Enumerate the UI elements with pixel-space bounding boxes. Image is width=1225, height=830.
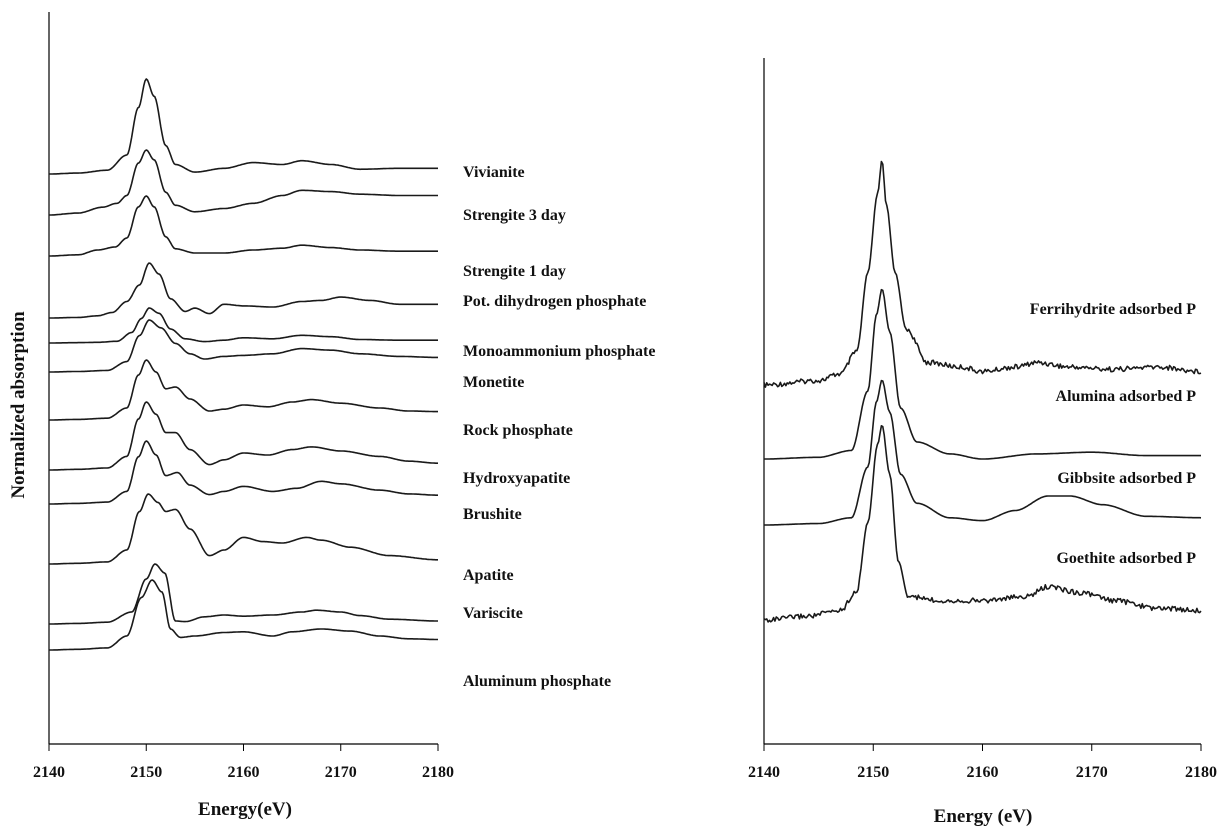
- spectrum-line-goethite-adsorbed-p: [763, 425, 1202, 623]
- x-tick-label: 2180: [1185, 764, 1217, 781]
- series-label: Monoammonium phosphate: [463, 343, 655, 360]
- spectrum-line-pot-dihydrogen-phosphate: [49, 262, 438, 319]
- y-axis-title: Normalized absorption: [8, 311, 29, 499]
- right-x-axis-title: Energy (eV): [934, 806, 1033, 827]
- x-tick-label: 2160: [228, 764, 260, 781]
- x-tick-label: 2170: [1076, 764, 1108, 781]
- right-panel: 2140 2150 2160 2170 2180 Ferrihydrite adsorb…: [748, 58, 1217, 827]
- left-x-ticks: 2140 2150 2160 2170 2180: [33, 744, 454, 781]
- spectrum-line-gibbsite-adsorbed-p: [764, 379, 1202, 526]
- series-label: Monetite: [463, 374, 524, 391]
- series-label: Gibbsite adsorbed P: [1057, 470, 1196, 487]
- series-label: Apatite: [463, 567, 514, 584]
- spectrum-line-hydroxyapatite: [49, 401, 438, 471]
- spectrum-line-vivianite: [49, 78, 438, 175]
- series-label: Rock phosphate: [463, 422, 573, 439]
- right-series-labels: Ferrihydrite adsorbed P Alumina adsorbed …: [1030, 301, 1196, 567]
- series-label: Aluminum phosphate: [463, 673, 611, 690]
- x-tick-label: 2150: [130, 764, 162, 781]
- right-x-ticks: 2140 2150 2160 2170 2180: [748, 744, 1217, 781]
- spectrum-line-alumina-adsorbed-p: [764, 288, 1201, 460]
- x-tick-label: 2150: [857, 764, 889, 781]
- series-label: Brushite: [463, 506, 522, 523]
- x-tick-label: 2160: [967, 764, 999, 781]
- series-label: Ferrihydrite adsorbed P: [1030, 301, 1196, 318]
- series-label: Pot. dihydrogen phosphate: [463, 293, 646, 310]
- series-label: Strengite 1 day: [463, 263, 566, 280]
- left-x-axis-title: Energy(eV): [198, 799, 292, 820]
- x-tick-label: 2140: [748, 764, 780, 781]
- spectrum-line-monetite: [49, 319, 438, 373]
- right-traces: [763, 160, 1202, 623]
- spectrum-line-monoammonium-phosphate: [49, 307, 438, 344]
- series-label: Variscite: [463, 605, 523, 622]
- x-tick-label: 2170: [325, 764, 357, 781]
- spectrum-line-aluminum-phosphate: [49, 579, 438, 651]
- spectrum-line-apatite: [49, 493, 438, 565]
- left-series-labels: Vivianite Strengite 3 day Strengite 1 day P…: [463, 164, 655, 690]
- spectrum-line-rock-phosphate: [49, 359, 438, 421]
- series-label: Vivianite: [463, 164, 525, 181]
- spectrum-line-strengite-3-day: [49, 149, 438, 216]
- series-label: Alumina adsorbed P: [1056, 388, 1197, 405]
- spectrum-line-variscite: [49, 563, 438, 625]
- left-traces: [49, 78, 438, 651]
- series-label: Hydroxyapatite: [463, 470, 570, 487]
- x-tick-label: 2140: [33, 764, 65, 781]
- spectrum-line-strengite-1-day: [49, 195, 438, 257]
- spectrum-line-brushite: [49, 440, 438, 505]
- series-label: Goethite adsorbed P: [1056, 550, 1196, 567]
- x-tick-label: 2180: [422, 764, 454, 781]
- series-label: Strengite 3 day: [463, 207, 566, 224]
- left-panel: 2140 2150 2160 2170 2180 Vivianite Strengite …: [8, 12, 655, 820]
- spectrum-line-ferrihydrite-adsorbed-p: [763, 160, 1202, 388]
